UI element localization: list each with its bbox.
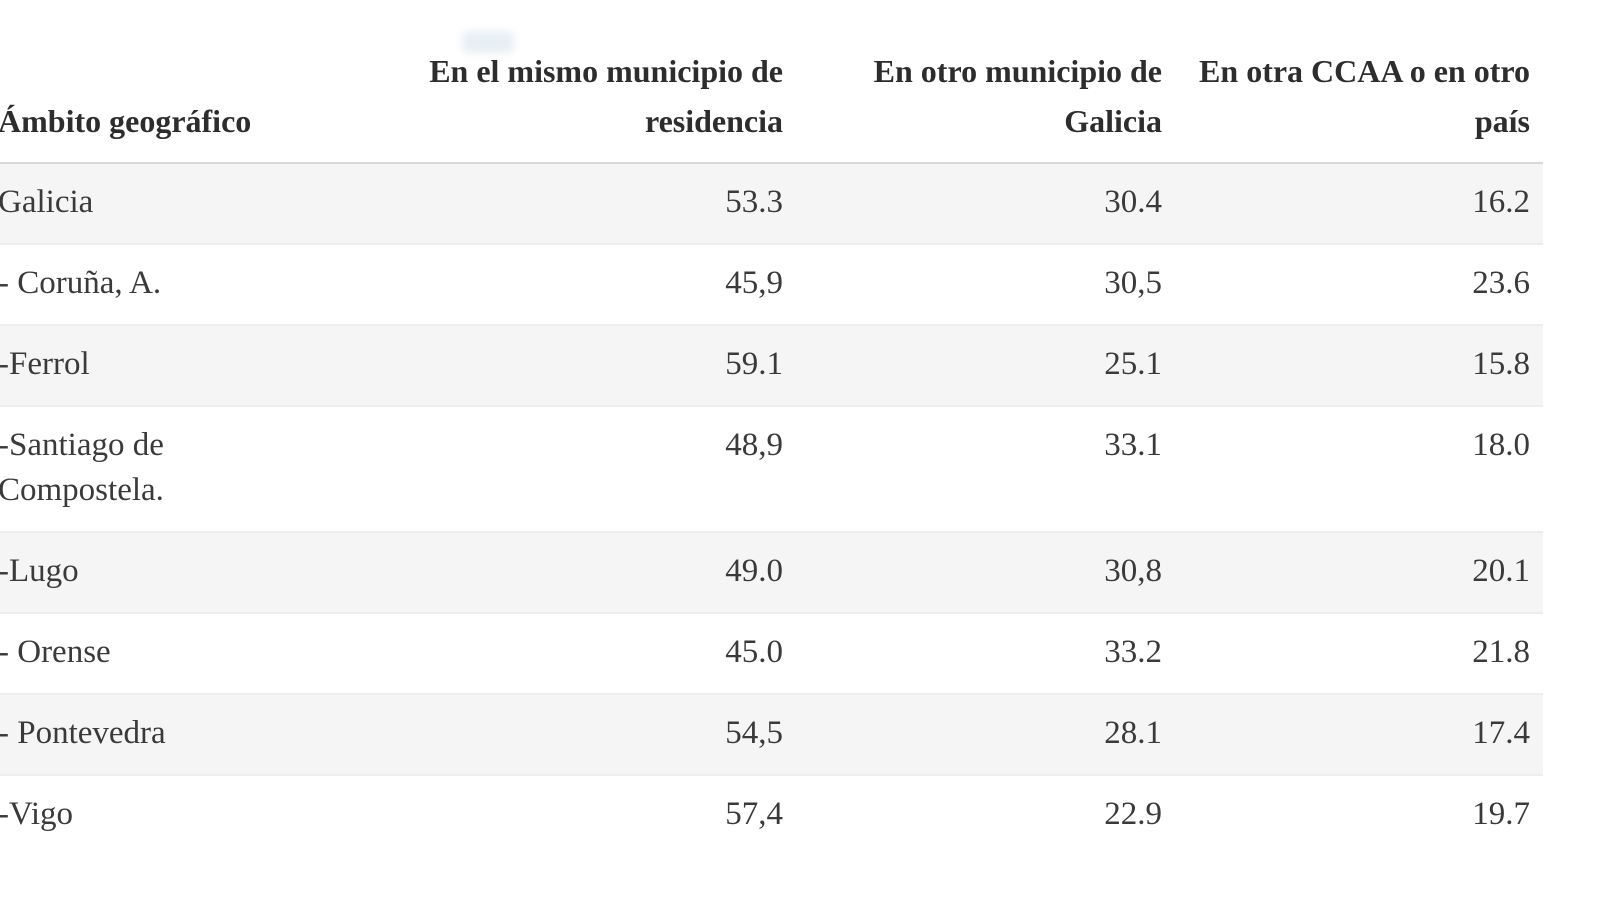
- row-label: - Orense: [0, 634, 111, 670]
- value-cell: 16.2: [1472, 184, 1530, 220]
- column-header-otra-ccaa: En otra CCAA o en otro país: [1199, 53, 1530, 139]
- value-cell: 49.0: [725, 553, 783, 589]
- value-cell: 28.1: [1104, 715, 1162, 751]
- table-row-galicia: Galicia 53.3 30.4 16.2: [0, 163, 1543, 244]
- table-row-santiago: -Santiago de Compostela. 48,9 33.1 18.0: [0, 406, 1543, 532]
- table-row-pontevedra: - Pontevedra 54,5 28.1 17.4: [0, 694, 1543, 775]
- value-cell: 25.1: [1104, 346, 1162, 382]
- value-cell: 30.4: [1104, 184, 1162, 220]
- value-cell: 57,4: [725, 796, 783, 832]
- geographic-data-table: Ámbito geográfico En el mismo municipio …: [0, 0, 1543, 855]
- value-cell: 23.6: [1472, 265, 1530, 301]
- value-cell: 45.0: [725, 634, 783, 670]
- row-label: - Coruña, A.: [0, 265, 162, 301]
- value-cell: 33.1: [1104, 427, 1162, 463]
- value-cell: 20.1: [1472, 553, 1530, 589]
- row-label: - Pontevedra: [0, 715, 166, 751]
- table-row-lugo: -Lugo 49.0 30,8 20.1: [0, 532, 1543, 613]
- value-cell: 54,5: [725, 715, 783, 751]
- value-cell: 30,5: [1104, 265, 1162, 301]
- value-cell: 59.1: [725, 346, 783, 382]
- value-cell: 48,9: [725, 427, 783, 463]
- column-header-mismo-municipio: En el mismo municipio de residencia: [429, 53, 783, 139]
- value-cell: 18.0: [1472, 427, 1530, 463]
- column-header-otro-municipio: En otro municipio de Galicia: [873, 53, 1162, 139]
- value-cell: 21.8: [1472, 634, 1530, 670]
- value-cell: 33.2: [1104, 634, 1162, 670]
- value-cell: 53.3: [725, 184, 783, 220]
- value-cell: 30,8: [1104, 553, 1162, 589]
- value-cell: 19.7: [1472, 796, 1530, 832]
- column-header-ambito-geografico: Ámbito geográfico: [0, 103, 252, 139]
- table-row-orense: - Orense 45.0 33.2 21.8: [0, 613, 1543, 694]
- header-row: Ámbito geográfico En el mismo municipio …: [0, 0, 1543, 163]
- row-label: -Vigo: [0, 796, 74, 832]
- table-header: Ámbito geográfico En el mismo municipio …: [0, 0, 1543, 163]
- table-row-vigo: -Vigo 57,4 22.9 19.7: [0, 775, 1543, 855]
- table-row-coruna: - Coruña, A. 45,9 30,5 23.6: [0, 244, 1543, 325]
- value-cell: 17.4: [1472, 715, 1530, 751]
- row-label: -Ferrol: [0, 346, 90, 382]
- row-label: Galicia: [0, 184, 94, 220]
- row-label: -Lugo: [0, 553, 79, 589]
- table-body: Galicia 53.3 30.4 16.2 - Coruña, A. 45,9…: [0, 163, 1543, 855]
- table-row-ferrol: -Ferrol 59.1 25.1 15.8: [0, 325, 1543, 406]
- value-cell: 45,9: [725, 265, 783, 301]
- row-label: -Santiago de Compostela.: [0, 427, 164, 508]
- value-cell: 15.8: [1472, 346, 1530, 382]
- value-cell: 22.9: [1104, 796, 1162, 832]
